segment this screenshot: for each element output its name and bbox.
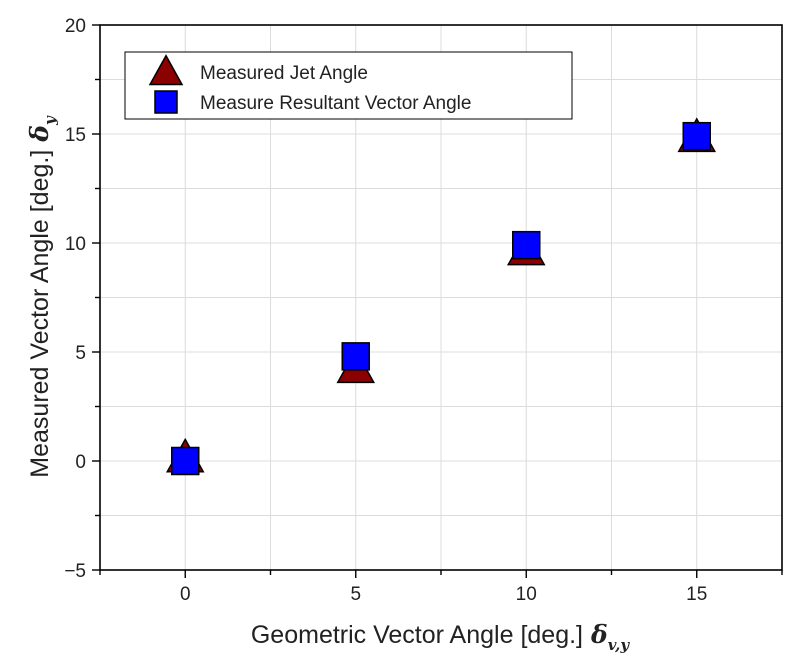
y-tick-label: 15 bbox=[65, 125, 86, 146]
x-axis-title: Geometric Vector Angle [deg.] δv,y bbox=[251, 620, 631, 654]
y-axis-symbol: δ bbox=[25, 125, 54, 143]
data-point-square bbox=[341, 342, 370, 371]
legend-label-resultant-vector-angle: Measure Resultant Vector Angle bbox=[200, 93, 471, 114]
y-axis-label: Measured Vector Angle [deg.] bbox=[26, 150, 54, 478]
y-tick-label: 5 bbox=[75, 343, 86, 364]
x-tick-label: 10 bbox=[516, 584, 537, 605]
x-axis-label: Geometric Vector Angle [deg.] bbox=[251, 621, 583, 649]
legend-marker-resultant-vector-angle bbox=[154, 90, 178, 114]
x-axis-symbol: δ bbox=[590, 620, 608, 649]
y-tick-label: 10 bbox=[65, 234, 86, 255]
axis-ticks: 0 5 10 15 −5 0 5 10 15 20 bbox=[64, 16, 783, 605]
legend-label-measured-jet-angle: Measured Jet Angle bbox=[200, 63, 368, 84]
x-tick-label: 15 bbox=[686, 584, 707, 605]
series-square bbox=[171, 121, 711, 476]
y-tick-label: 0 bbox=[75, 452, 86, 473]
data-point-square bbox=[171, 446, 200, 476]
data-points bbox=[165, 117, 717, 476]
y-axis-title: Measured Vector Angle [deg.] δy bbox=[25, 115, 59, 478]
legend-triangle bbox=[148, 54, 184, 86]
x-tick-label: 5 bbox=[350, 584, 361, 605]
legend: Measured Jet Angle Measure Resultant Vec… bbox=[124, 51, 573, 120]
y-axis-subscript: y bbox=[41, 115, 59, 126]
y-tick-label: 20 bbox=[65, 16, 86, 37]
x-tick-label: 0 bbox=[180, 584, 191, 605]
data-point-square bbox=[682, 121, 711, 151]
legend-box bbox=[124, 51, 573, 120]
data-point-square bbox=[512, 230, 541, 260]
legend-square bbox=[154, 90, 178, 114]
legend-marker-measured-jet-angle bbox=[148, 54, 184, 86]
y-tick-label: −5 bbox=[64, 561, 86, 582]
x-axis-subscript: v,y bbox=[608, 636, 631, 654]
